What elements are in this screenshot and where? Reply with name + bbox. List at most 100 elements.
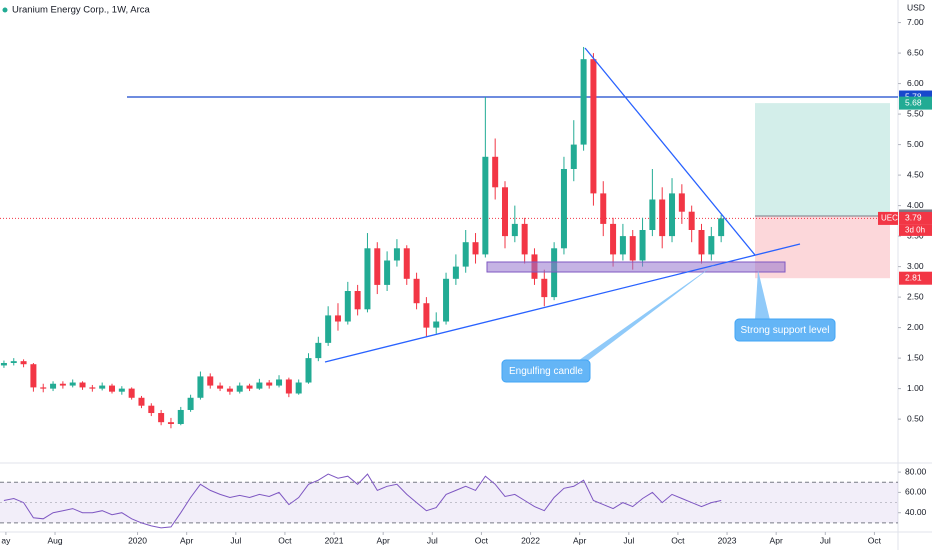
candle-body [207,376,214,386]
candle-body [462,242,469,267]
candle-body [492,156,499,188]
candle-body [246,385,253,389]
candle-body [708,236,715,255]
candle-body [69,382,76,386]
chart-title: Uranium Energy Corp., 1W, Arca [12,5,151,16]
candle-body [325,315,332,343]
x-tick-label: Oct [278,535,292,545]
candle-body [187,397,194,410]
rsi-band [0,482,898,523]
rsi-tick-label: 40.00 [905,507,927,517]
callout-pointer [575,262,718,363]
candle-body [590,59,597,194]
x-tick-label: Apr [770,535,783,545]
price-label: 2.81 [905,272,922,282]
annotation: Strong support level [741,325,830,336]
y-tick-label: 6.00 [907,78,924,88]
x-tick-label: 2023 [718,535,737,545]
countdown-bg [899,224,932,236]
candle-body [236,385,243,392]
y-tick-label: 5.00 [907,139,924,149]
x-tick-label: ay [1,535,11,545]
y-tick-label: 1.50 [907,352,924,362]
candle-body [50,383,57,389]
countdown: 3d 0h [905,226,925,235]
y-tick-label: 2.00 [907,322,924,332]
y-tick-label: 0.50 [907,413,924,423]
candle-body [541,278,548,298]
candle-body [511,223,518,237]
x-tick-label: Apr [180,535,193,545]
y-tick-label: 7.00 [907,17,924,27]
candle-body [10,361,17,363]
price-label-bg [899,211,932,225]
trend-line [584,47,756,256]
candle-body [452,266,459,279]
target-zone [755,103,890,216]
candle-body [443,278,450,322]
candle-body [295,382,302,394]
candle-body [89,387,96,389]
candle-body [619,236,626,255]
rsi-line [3,473,722,529]
candle-body [374,248,381,285]
price-label: 3.79 [905,213,922,223]
x-tick-label: 2022 [521,535,540,545]
price-label: 5.78 [905,91,922,101]
candle-body [570,144,577,169]
candle-body [629,236,636,261]
candle-body [551,248,558,298]
candle-body [226,388,233,392]
candle-body [403,248,410,279]
x-tick-label: Aug [47,535,62,545]
candle-body [482,156,489,255]
price-label: 5.68 [905,97,922,107]
candle-body [698,230,705,255]
candle-body [600,193,607,224]
trend-line [324,243,801,363]
y-tick-label: 4.50 [907,169,924,179]
candle-body [109,385,116,392]
rsi-tick-label: 60.00 [905,487,927,497]
candle-body [364,248,371,310]
candle-body [718,218,725,237]
x-tick-label: 2020 [128,535,147,545]
callout-box [734,318,836,342]
candle-body [197,376,204,398]
candle-body [334,315,341,322]
y-tick-label: 5.50 [907,108,924,118]
x-tick-label: Oct [671,535,685,545]
candle-body [659,199,666,237]
y-tick-label: 6.50 [907,47,924,57]
candle-body [393,248,400,261]
candle-body [521,223,528,255]
candle-body [678,193,685,212]
candle-body [59,383,66,386]
callout-box [501,359,591,383]
candle-body [354,291,361,310]
candle-body [639,230,646,261]
candle-body [167,422,174,425]
candle-body [266,382,273,386]
candle-body [423,303,430,328]
y-tick-label: 1.00 [907,383,924,393]
price-label-bg [899,96,932,110]
candle-body [30,364,37,388]
candle-body [217,385,224,389]
candle-body [472,242,479,255]
callout-pointer [755,270,770,320]
x-tick-label: Oct [475,535,489,545]
candle-body [560,168,567,249]
x-tick-label: Jul [820,535,831,545]
candle-body [433,321,440,328]
candle-body [669,193,676,237]
candle-body [79,382,86,388]
x-tick-label: Jul [623,535,634,545]
annotation: Engulfing candle [509,366,583,377]
candle-body [649,199,656,230]
y-tick-label: 2.50 [907,291,924,301]
candle-body [344,291,351,322]
candle-body [580,59,587,145]
